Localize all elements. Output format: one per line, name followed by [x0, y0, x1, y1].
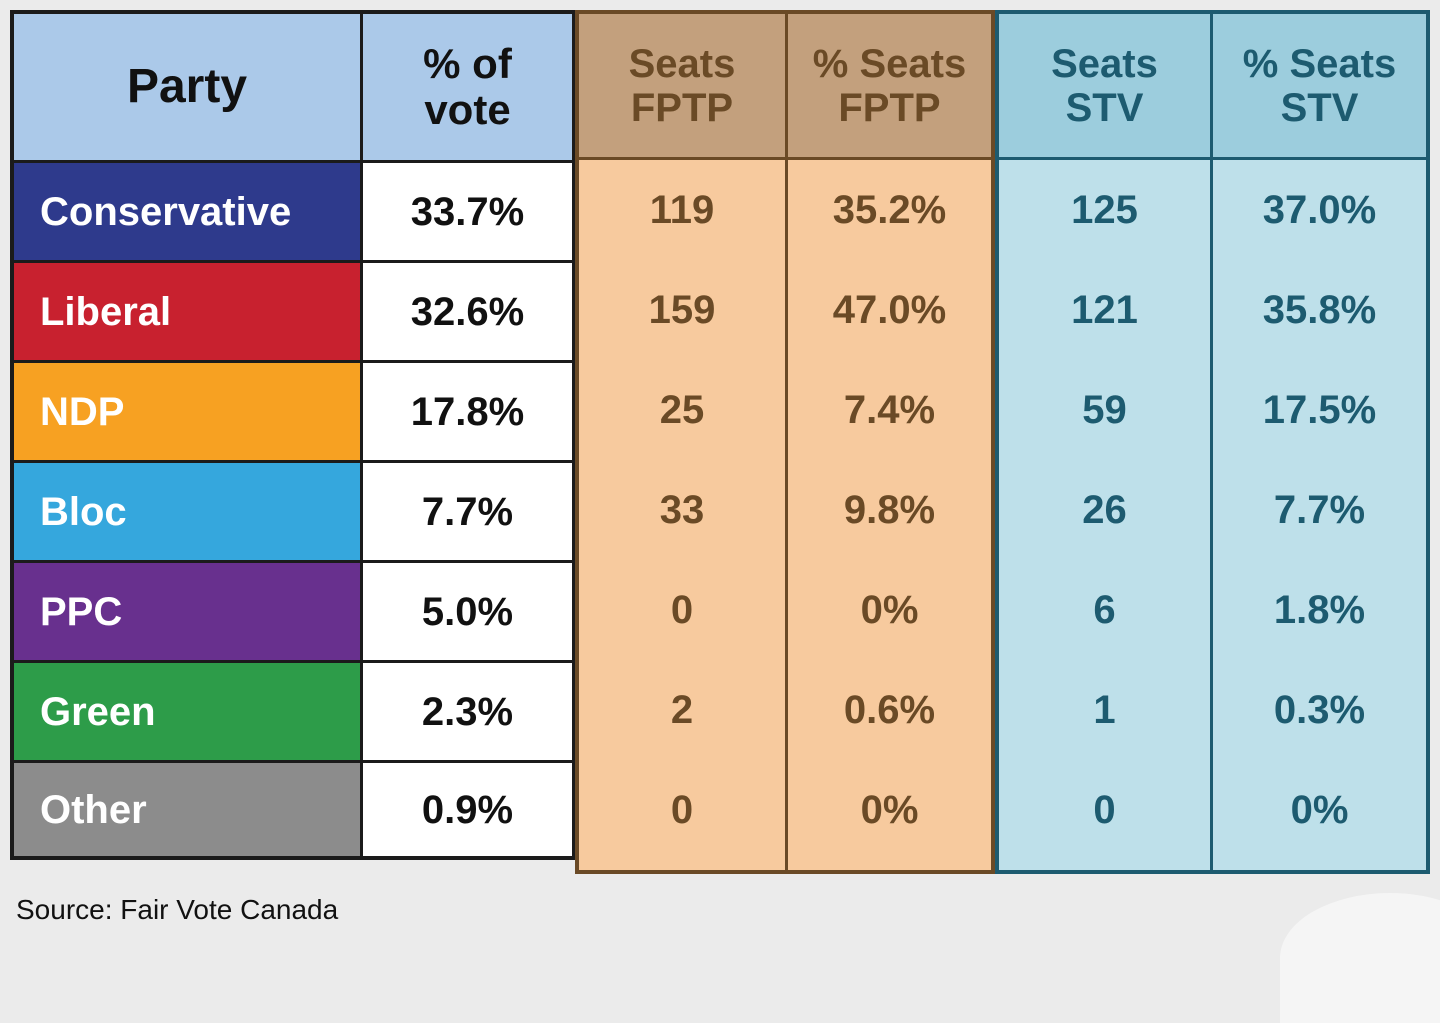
pct-seats-stv-cell: 35.8% — [1210, 260, 1430, 360]
party-cell: Liberal — [10, 260, 360, 360]
header-pct-vote: % of vote — [360, 10, 575, 160]
seats-fptp-cell: 25 — [575, 360, 785, 460]
pct-seats-stv-cell: 1.8% — [1210, 560, 1430, 660]
header-seats-stv: Seats STV — [995, 10, 1210, 160]
fptp-group-footer — [575, 860, 785, 874]
pct-seats-fptp-cell: 47.0% — [785, 260, 995, 360]
vote-share-cell: 33.7% — [360, 160, 575, 260]
seats-stv-cell: 0 — [995, 760, 1210, 860]
header-seats-fptp: Seats FPTP — [575, 10, 785, 160]
seats-fptp-cell: 159 — [575, 260, 785, 360]
header-party: Party — [10, 10, 360, 160]
vote-share-cell: 5.0% — [360, 560, 575, 660]
pct-seats-fptp-cell: 0% — [785, 560, 995, 660]
seats-fptp-cell: 0 — [575, 560, 785, 660]
seats-stv-cell: 121 — [995, 260, 1210, 360]
vote-share-cell: 17.8% — [360, 360, 575, 460]
seats-stv-cell: 6 — [995, 560, 1210, 660]
pct-seats-stv-cell: 0% — [1210, 760, 1430, 860]
vote-share-cell: 7.7% — [360, 460, 575, 560]
page: Party % of vote Seats FPTP % Seats FPTP … — [10, 10, 1430, 925]
election-results-table: Party % of vote Seats FPTP % Seats FPTP … — [10, 10, 1430, 874]
source-caption: Source: Fair Vote Canada — [16, 894, 339, 925]
pct-seats-fptp-cell: 0% — [785, 760, 995, 860]
vote-share-cell: 2.3% — [360, 660, 575, 760]
vote-share-cell: 32.6% — [360, 260, 575, 360]
pct-seats-stv-cell: 37.0% — [1210, 160, 1430, 260]
pct-seats-fptp-cell: 35.2% — [785, 160, 995, 260]
stv-group-footer — [995, 860, 1210, 874]
pct-seats-fptp-cell: 7.4% — [785, 360, 995, 460]
party-cell: Green — [10, 660, 360, 760]
seats-stv-cell: 26 — [995, 460, 1210, 560]
extension-spacer — [10, 860, 575, 874]
vote-share-cell: 0.9% — [360, 760, 575, 860]
pct-seats-fptp-cell: 0.6% — [785, 660, 995, 760]
party-cell: NDP — [10, 360, 360, 460]
party-cell: PPC — [10, 560, 360, 660]
seats-stv-cell: 1 — [995, 660, 1210, 760]
pct-seats-stv-cell: 17.5% — [1210, 360, 1430, 460]
seats-fptp-cell: 119 — [575, 160, 785, 260]
header-pct-seats-stv: % Seats STV — [1210, 10, 1430, 160]
seats-fptp-cell: 33 — [575, 460, 785, 560]
seats-fptp-cell: 0 — [575, 760, 785, 860]
stv-group-footer — [1210, 860, 1430, 874]
party-cell: Bloc — [10, 460, 360, 560]
seats-stv-cell: 59 — [995, 360, 1210, 460]
seats-fptp-cell: 2 — [575, 660, 785, 760]
seats-stv-cell: 125 — [995, 160, 1210, 260]
fptp-group-footer — [785, 860, 995, 874]
party-cell: Other — [10, 760, 360, 860]
party-cell: Conservative — [10, 160, 360, 260]
pct-seats-stv-cell: 0.3% — [1210, 660, 1430, 760]
pct-seats-fptp-cell: 9.8% — [785, 460, 995, 560]
pct-seats-stv-cell: 7.7% — [1210, 460, 1430, 560]
header-pct-seats-fptp: % Seats FPTP — [785, 10, 995, 160]
